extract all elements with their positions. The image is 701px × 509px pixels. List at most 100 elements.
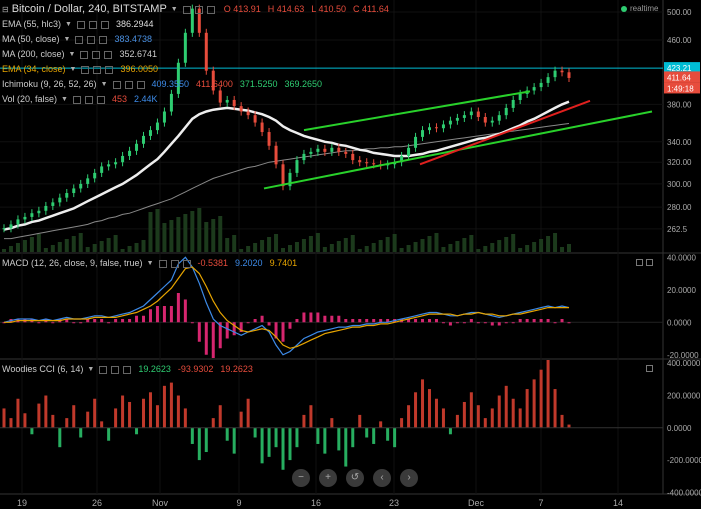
volume-bar [50, 245, 55, 252]
macd-label[interactable]: MACD (12, 26, close, 9, false, true) [2, 258, 143, 268]
chevron-down-icon[interactable]: ▼ [170, 6, 178, 13]
chevron-down-icon[interactable]: ▼ [63, 36, 71, 43]
indicator-value: 453 [111, 94, 127, 104]
close-icon[interactable] [105, 65, 114, 74]
indicator-label[interactable]: EMA (55, hlc3) [2, 19, 62, 29]
close-icon[interactable] [182, 259, 191, 268]
eye-icon[interactable] [88, 20, 97, 29]
cci-bar [9, 418, 13, 428]
cci-bar [560, 414, 564, 428]
chevron-down-icon[interactable]: ▼ [87, 366, 95, 373]
symbol-row: ⊟ Bitcoin / Dollar, 240, BITSTAMP ▼ O 41… [2, 2, 389, 17]
candle-body [86, 178, 90, 184]
cci-bar [386, 427, 390, 441]
close-icon[interactable] [99, 35, 108, 44]
macd-histogram-bar [274, 322, 278, 339]
chevron-down-icon[interactable]: ▼ [146, 260, 154, 267]
close-icon[interactable] [100, 20, 109, 29]
chevron-down-icon[interactable]: ▼ [69, 66, 77, 73]
candle-body [37, 210, 41, 214]
macd-histogram-bar [86, 319, 90, 323]
candle-body [183, 32, 187, 63]
eye-icon[interactable] [194, 5, 203, 14]
eye-icon[interactable] [92, 50, 101, 59]
zoom-in-icon[interactable]: + [319, 469, 337, 487]
chevron-down-icon[interactable]: ▼ [100, 81, 108, 88]
price-label-box [664, 82, 700, 94]
maximize-pane-icon[interactable] [636, 259, 643, 266]
cci-bar [93, 398, 97, 428]
close-icon[interactable] [206, 5, 215, 14]
indicator-label[interactable]: EMA (34, close) [2, 64, 66, 74]
indicator-label[interactable]: Ichimoku (9, 26, 52, 26) [2, 79, 97, 89]
chevron-down-icon[interactable]: ▼ [65, 21, 72, 28]
indicator-label[interactable]: MA (200, close) [2, 49, 65, 59]
close-icon[interactable] [96, 95, 105, 104]
collapse-icon[interactable]: ⊟ [2, 5, 9, 14]
y-tick-label: 0.0000 [667, 318, 692, 327]
cci-bar [79, 427, 83, 438]
settings-box-icon[interactable] [112, 80, 121, 89]
volume-bar [301, 239, 306, 252]
eye-icon[interactable] [170, 259, 179, 268]
scroll-right-icon[interactable]: › [400, 469, 418, 487]
cci-bar [267, 427, 271, 457]
close-pane-icon[interactable] [646, 259, 653, 266]
macd-histogram-bar [65, 319, 69, 323]
settings-box-icon[interactable] [72, 95, 81, 104]
settings-box-icon[interactable] [99, 365, 108, 374]
y-tick-label: 200.0000 [667, 392, 701, 401]
macd-histogram-bar [476, 322, 480, 324]
cci-bar [553, 389, 557, 428]
macd-histogram-bar [441, 322, 445, 324]
close-icon[interactable] [104, 50, 113, 59]
volume-bar [385, 237, 390, 252]
chevron-down-icon[interactable]: ▼ [61, 96, 68, 103]
candle-body [260, 122, 264, 133]
eye-icon[interactable] [111, 365, 120, 374]
volume-bar [469, 235, 474, 252]
settings-box-icon[interactable] [81, 65, 90, 74]
eye-icon[interactable] [84, 95, 93, 104]
volume-bar [29, 237, 34, 252]
macd-histogram-bar [344, 319, 348, 323]
settings-box-icon[interactable] [182, 5, 191, 14]
cci-bar [211, 418, 215, 428]
settings-box-icon[interactable] [80, 50, 89, 59]
y-tick-label: 500.00 [667, 8, 692, 17]
macd-histogram-bar [469, 319, 473, 323]
eye-icon[interactable] [87, 35, 96, 44]
macd-histogram-bar [462, 322, 466, 324]
cci-label[interactable]: Woodies CCI (6, 14) [2, 364, 84, 374]
volume-bar [148, 212, 153, 252]
chevron-down-icon[interactable]: ▼ [68, 51, 76, 58]
scroll-left-icon[interactable]: ‹ [373, 469, 391, 487]
settings-box-icon[interactable] [158, 259, 167, 268]
macd-histogram-bar [288, 322, 292, 329]
zoom-out-icon[interactable]: − [292, 469, 310, 487]
eye-icon[interactable] [93, 65, 102, 74]
cci-bar [190, 427, 194, 444]
candle-body [400, 155, 404, 163]
candle-body [560, 70, 564, 73]
candle-body [204, 32, 208, 71]
close-icon[interactable] [136, 80, 145, 89]
y-tick-label: 0.0000 [667, 424, 692, 433]
indicator-label[interactable]: Vol (20, false) [2, 94, 58, 104]
reset-icon[interactable]: ↺ [346, 469, 364, 487]
settings-box-icon[interactable] [75, 35, 84, 44]
macd-histogram-bar [553, 322, 557, 324]
price-label-box [664, 62, 700, 74]
symbol-title[interactable]: Bitcoin / Dollar, 240, BITSTAMP [11, 3, 167, 15]
y-tick-label: 300.00 [667, 180, 692, 189]
macd-histogram-bar [539, 319, 543, 323]
macd-histogram-bar [79, 322, 83, 324]
close-pane-icon[interactable] [646, 365, 653, 372]
settings-box-icon[interactable] [76, 20, 85, 29]
indicator-label[interactable]: MA (50, close) [2, 34, 60, 44]
close-icon[interactable] [123, 365, 132, 374]
volume-bar [476, 249, 481, 252]
macd-histogram-bar [183, 299, 187, 323]
volume-bar [127, 246, 132, 252]
eye-icon[interactable] [124, 80, 133, 89]
